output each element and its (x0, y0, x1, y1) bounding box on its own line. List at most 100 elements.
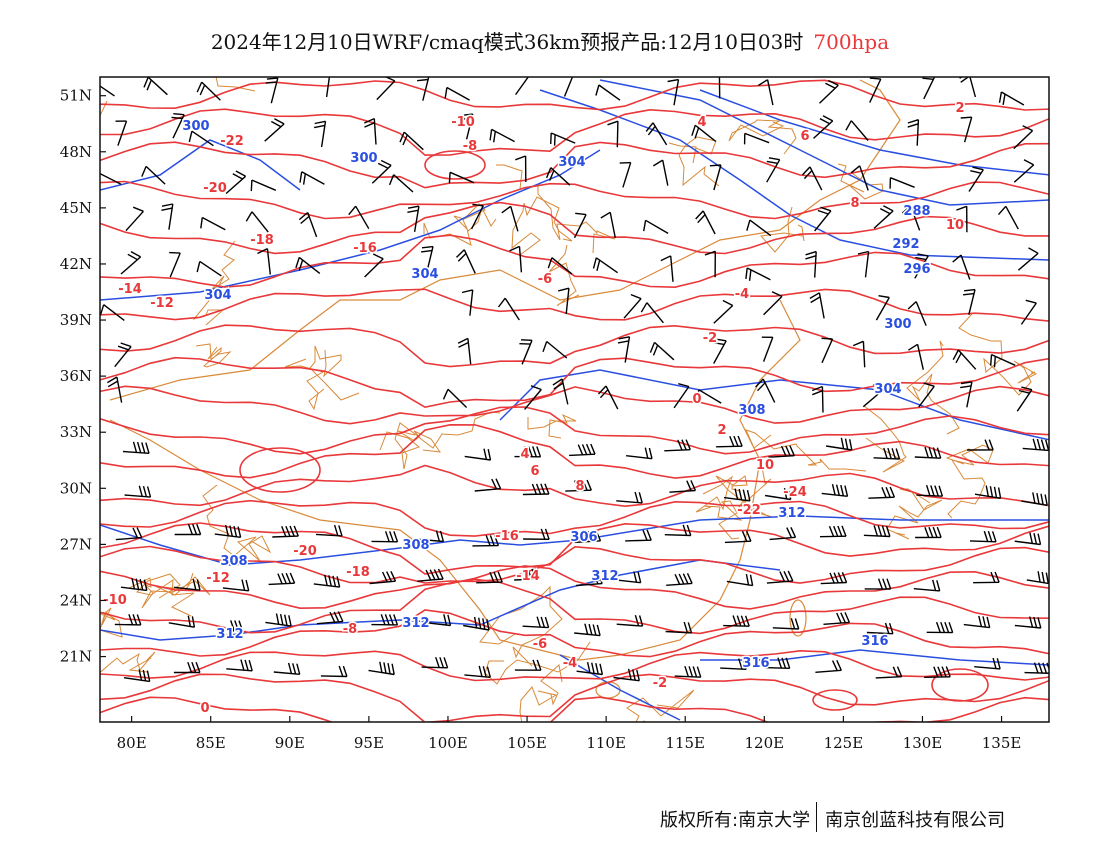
wind-barb (574, 530, 602, 544)
height-label: 308 (220, 554, 247, 569)
temperature-isoline-closed (424, 150, 486, 180)
wind-barb (174, 523, 202, 536)
height-isoline (499, 369, 1049, 441)
wind-barb (161, 203, 174, 230)
lon-tick-label: 105E (507, 734, 547, 752)
wind-barb (448, 171, 475, 184)
wind-barb (524, 385, 542, 410)
height-label: 304 (874, 382, 901, 397)
temperature-isoline (100, 406, 1049, 455)
wind-barb (120, 250, 142, 275)
boundary-line (945, 444, 994, 519)
wind-barb (960, 116, 973, 143)
wind-barb (616, 491, 643, 504)
wind-barb (123, 669, 151, 683)
wind-barb (963, 615, 991, 629)
height-label: 316 (861, 634, 888, 649)
island-boundary (789, 599, 807, 637)
temperature-contours (100, 79, 1049, 722)
wind-barb (369, 571, 397, 585)
wind-barb (1014, 616, 1042, 629)
contour-labels: -22-20-18-16-14-12-10-8-6-4-20246810-24-… (102, 100, 966, 718)
wind-barb (768, 445, 795, 458)
wind-barb (857, 250, 870, 278)
copyright-right: 南京创蓝科技有限公司 (825, 810, 1006, 831)
wind-barb (772, 618, 800, 630)
wind-barb (489, 128, 515, 143)
height-isoline (539, 89, 1049, 261)
wind-barb (889, 177, 915, 189)
height-label: 316 (742, 656, 769, 671)
wind-barb (726, 573, 754, 587)
wind-barb (956, 205, 968, 233)
temperature-isoline (100, 464, 1049, 508)
wind-barb (913, 579, 941, 592)
wind-barb (1021, 492, 1048, 506)
wind-barb (997, 205, 1019, 230)
boundary-line (511, 196, 573, 256)
wind-barb (967, 439, 994, 451)
wind-barb (973, 571, 1000, 584)
wind-barb (617, 336, 631, 363)
temperature-isoline (100, 565, 1049, 610)
wind-barb (552, 378, 569, 405)
wind-barb (216, 620, 244, 632)
temperature-isoline (100, 649, 1049, 682)
boundary-line (837, 163, 884, 200)
temperature-isoline-closed (239, 447, 321, 493)
temperature-label: 0 (200, 701, 209, 716)
wind-barb (174, 578, 201, 591)
wind-barb (766, 157, 781, 183)
lat-tick-label: 21N (60, 648, 92, 666)
wind-barb (863, 525, 891, 538)
wind-barb (569, 443, 596, 457)
wind-barb (769, 527, 797, 541)
boundary-line (202, 484, 272, 562)
wind-barb (600, 211, 616, 239)
wind-barb (273, 662, 301, 675)
wind-barb (614, 571, 642, 584)
wind-barb (649, 341, 675, 361)
temperature-label: -22 (737, 503, 761, 518)
height-isoline (100, 515, 1049, 566)
wind-barb (873, 447, 901, 460)
copyright-footer: 版权所有:南京大学 南京创蓝科技有限公司 (660, 802, 1006, 836)
wind-barb (514, 568, 541, 581)
wind-barb (674, 665, 702, 678)
temperature-label: -20 (293, 544, 317, 559)
lat-tick-label: 36N (60, 367, 92, 385)
wind-barb (852, 340, 866, 368)
lon-tick-label: 100E (428, 734, 468, 752)
wind-barb (388, 174, 414, 193)
wind-barb (115, 527, 143, 541)
wind-barb (313, 120, 327, 148)
wind-barb (474, 478, 502, 492)
boundary-line (100, 651, 156, 681)
temperature-label: -12 (150, 296, 174, 311)
wind-barb (497, 297, 520, 321)
wind-barb (811, 385, 824, 413)
wind-barb (907, 301, 927, 326)
wind-barb (873, 205, 894, 229)
title-text: 2024年12月10日WRF/cmaq模式36km预报产品:12月10日03时 (210, 30, 804, 54)
wind-barb (1020, 299, 1037, 325)
wind-barb (399, 131, 424, 151)
wind-barb (724, 488, 751, 502)
lon-tick-label: 120E (745, 734, 785, 752)
wind-barb (763, 657, 791, 669)
wind-barb (819, 525, 847, 538)
height-label: 312 (778, 506, 805, 521)
wind-barb (547, 257, 573, 275)
wind-barb (107, 376, 123, 403)
wind-barb (461, 289, 474, 316)
temperature-isoline (100, 234, 1049, 289)
boundary-line (626, 689, 695, 722)
wind-barb (522, 616, 550, 629)
wind-barb (188, 130, 214, 147)
wind-barb (914, 253, 929, 279)
wind-barb (515, 77, 530, 96)
wind-barb (376, 77, 396, 101)
wind-barb (592, 257, 619, 274)
wind-barb (764, 487, 792, 501)
wind-barb (761, 336, 774, 362)
